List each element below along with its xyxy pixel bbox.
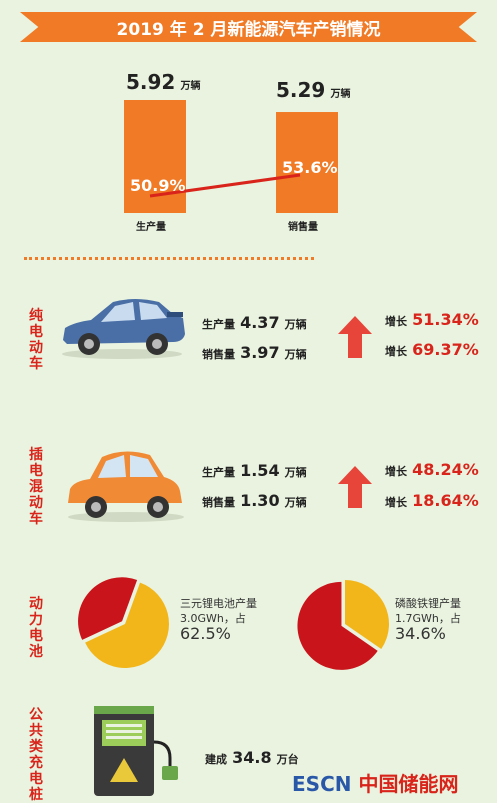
production-value-label: 5.92 万辆 bbox=[126, 70, 200, 94]
bar-label-sales: 53.6% bbox=[282, 158, 338, 177]
pure-ev-label: 纯电动车 bbox=[29, 308, 43, 372]
pie-ternary-main-slice bbox=[85, 582, 169, 668]
category-production: 生产量 bbox=[136, 222, 166, 233]
sales-value-label: 5.29 万辆 bbox=[276, 78, 350, 102]
pie-lfp-main-slice bbox=[345, 580, 389, 649]
charging-built: 建成 34.8 万台 bbox=[205, 748, 299, 767]
pie-ternary bbox=[78, 577, 169, 668]
pie-lfp-other-slice bbox=[297, 581, 378, 670]
lfp-description: 磷酸铁锂产量 1.7GWh，占 34.6% bbox=[395, 597, 461, 643]
bar-label-production: 50.9% bbox=[130, 176, 186, 195]
pure-ev-production-value: 4.37 bbox=[240, 313, 280, 332]
phev-sales: 销售量 1.30 万辆 bbox=[202, 491, 307, 510]
escn-logo: ESCN 中国储能网 bbox=[292, 772, 459, 796]
charging-label: 公共类充电桩 bbox=[29, 707, 43, 803]
page-title: 2019 年 2 月新能源汽车产销情况 bbox=[116, 19, 381, 40]
pure-ev-car-icon bbox=[62, 299, 185, 359]
pure-ev-production: 生产量 4.37 万辆 bbox=[202, 313, 307, 332]
ternary-description: 三元锂电池产量 3.0GWh，占 62.5% bbox=[180, 597, 257, 643]
phev-label: 插电混动车 bbox=[29, 447, 43, 527]
phev-growth-1: 增长 48.24% bbox=[385, 460, 479, 479]
phev-growth-2: 增长 18.64% bbox=[385, 491, 479, 510]
title-banner: 2019 年 2 月新能源汽车产销情况 bbox=[20, 12, 477, 42]
phev-production-value: 1.54 bbox=[240, 461, 280, 480]
battery-label: 动力电池 bbox=[29, 596, 43, 660]
pie-ternary-other-slice bbox=[78, 577, 138, 640]
pure-ev-growth-2: 增长 69.37% bbox=[385, 340, 479, 359]
pure-ev-growth-1: 增长 51.34% bbox=[385, 310, 479, 329]
category-sales: 销售量 bbox=[288, 222, 318, 233]
pure-ev-sales: 销售量 3.97 万辆 bbox=[202, 343, 307, 362]
pie-lfp bbox=[297, 580, 389, 670]
phev-sales-value: 1.30 bbox=[240, 491, 280, 510]
charging-built-value: 34.8 bbox=[232, 748, 272, 767]
divider bbox=[24, 257, 314, 260]
ternary-pct: 62.5% bbox=[180, 624, 231, 643]
phev-car-icon bbox=[68, 451, 184, 522]
lfp-pct: 34.6% bbox=[395, 624, 446, 643]
pure-ev-sales-value: 3.97 bbox=[240, 343, 280, 362]
phev-production: 生产量 1.54 万辆 bbox=[202, 461, 307, 480]
production-value: 5.92 bbox=[126, 70, 176, 94]
production-unit: 万辆 bbox=[180, 81, 201, 92]
sales-value: 5.29 bbox=[276, 78, 326, 102]
share-line bbox=[149, 173, 301, 198]
charging-pile-icon bbox=[94, 706, 178, 796]
up-arrow-icon bbox=[338, 466, 372, 508]
sales-unit: 万辆 bbox=[330, 89, 351, 100]
up-arrow-icon bbox=[338, 316, 372, 358]
bar-sales bbox=[276, 112, 338, 213]
bar-chart bbox=[124, 100, 338, 213]
